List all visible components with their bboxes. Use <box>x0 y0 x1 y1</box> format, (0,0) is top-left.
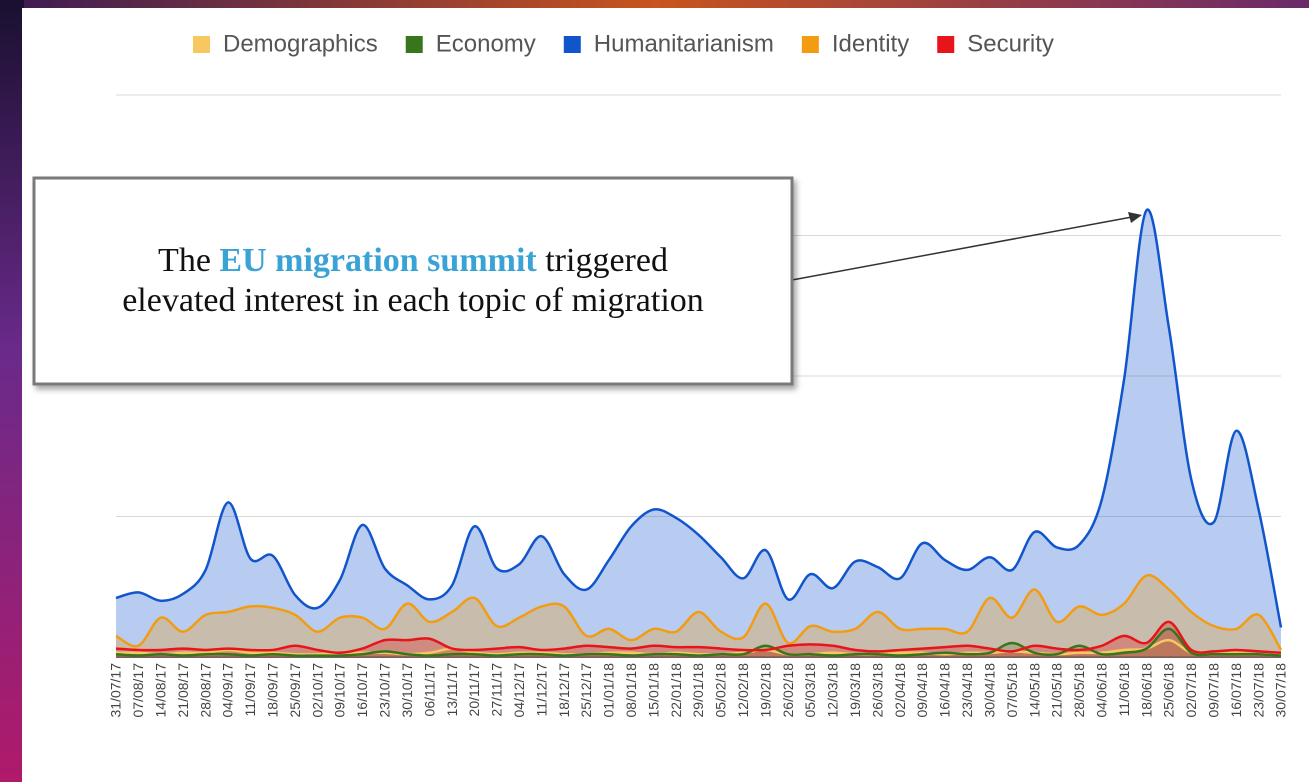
legend-swatch <box>801 36 819 53</box>
x-tick-label: 13/11/17 <box>444 663 460 717</box>
annotation-text: triggered <box>545 242 668 279</box>
legend-label: Demographics <box>223 30 378 57</box>
x-tick-label: 26/02/18 <box>780 663 796 718</box>
x-tick-label: 09/04/18 <box>914 663 930 718</box>
x-tick-label: 20/11/17 <box>466 663 482 717</box>
line <box>115 573 1283 651</box>
legend-swatch <box>937 36 955 53</box>
legend-label: Security <box>967 30 1054 57</box>
x-tick-label: 14/08/17 <box>153 663 169 718</box>
x-tick-label: 11/12/17 <box>533 663 549 717</box>
x-tick-label: 28/05/18 <box>1071 663 1087 718</box>
x-tick-label: 23/10/17 <box>377 663 393 718</box>
x-tick-label: 28/08/17 <box>197 663 213 718</box>
x-tick-label: 09/07/18 <box>1205 663 1221 718</box>
area-fill <box>116 209 1281 657</box>
x-tick-label: 11/06/18 <box>1116 663 1132 717</box>
legend-label: Economy <box>436 30 536 57</box>
x-tick-label: 04/12/17 <box>511 663 527 718</box>
x-tick-label: 02/04/18 <box>892 663 908 718</box>
annotation-line2: elevated interest in each topic of migra… <box>122 282 704 319</box>
x-tick-label: 22/01/18 <box>668 663 684 718</box>
x-tick-label: 25/09/17 <box>287 663 303 718</box>
x-tick-label: 19/02/18 <box>757 663 773 718</box>
area-fill <box>116 621 1281 657</box>
x-tick-label: 04/06/18 <box>1093 663 1109 718</box>
x-tick-label: 25/06/18 <box>1161 663 1177 718</box>
legend-swatch <box>405 36 423 53</box>
line <box>115 620 1282 655</box>
x-tick-label: 21/08/17 <box>175 663 191 718</box>
legend-label: Humanitarianism <box>594 30 774 57</box>
x-tick-label: 16/07/18 <box>1228 663 1244 718</box>
annotation-arrow <box>791 216 1133 281</box>
x-tick-label: 18/12/17 <box>556 663 572 718</box>
x-tick-label: 31/07/17 <box>108 663 124 718</box>
x-tick-label: 05/03/18 <box>802 663 818 718</box>
legend-swatch <box>563 36 581 53</box>
x-tick-label: 12/03/18 <box>825 663 841 718</box>
x-tick-label: 04/09/17 <box>220 663 236 718</box>
x-tick-label: 07/08/17 <box>130 663 146 718</box>
annotation-box <box>32 176 794 386</box>
x-tick-label: 16/04/18 <box>937 663 953 718</box>
legend-swatch <box>193 36 210 53</box>
x-tick-label: 07/05/18 <box>1004 663 1020 718</box>
annotation-line1: The EU migration summit triggered <box>158 242 668 279</box>
arrow-head <box>1128 212 1142 223</box>
x-tick-label: 02/10/17 <box>309 663 325 718</box>
x-tick-label: 23/04/18 <box>959 663 975 718</box>
line <box>115 638 1282 656</box>
x-tick-label: 27/11/17 <box>489 663 505 717</box>
left-strip <box>0 0 24 782</box>
x-tick-label: 30/07/18 <box>1273 663 1289 718</box>
x-tick-label: 21/05/18 <box>1049 663 1065 718</box>
legend-label: Identity <box>832 30 909 57</box>
x-tick-label: 01/01/18 <box>601 663 617 718</box>
x-tick-label: 02/07/18 <box>1183 663 1199 718</box>
x-tick-label: 29/01/18 <box>690 663 706 718</box>
x-tick-label: 25/12/17 <box>578 663 594 718</box>
line <box>115 627 1282 657</box>
x-tick-label: 23/07/18 <box>1250 663 1266 718</box>
x-tick-label: 30/04/18 <box>981 663 997 718</box>
x-tick-label: 11/09/17 <box>242 663 258 717</box>
x-tick-label: 14/05/18 <box>1026 663 1042 718</box>
x-tick-label: 30/10/17 <box>399 663 415 718</box>
annotation-highlight: EU migration summit <box>219 242 537 279</box>
line <box>115 208 1283 628</box>
x-tick-label: 19/03/18 <box>847 663 863 718</box>
x-tick-label: 15/01/18 <box>645 663 661 718</box>
x-tick-label: 09/10/17 <box>332 663 348 718</box>
x-tick-label: 26/03/18 <box>869 663 885 718</box>
area-fill <box>116 575 1281 657</box>
x-tick-label: 12/02/18 <box>735 663 751 718</box>
x-tick-label: 18/09/17 <box>265 663 281 718</box>
x-tick-label: 16/10/17 <box>354 663 370 718</box>
annotation-text: The <box>158 242 211 279</box>
x-tick-label: 06/11/17 <box>421 663 437 717</box>
x-tick-label: 08/01/18 <box>623 663 639 718</box>
x-tick-label: 18/06/18 <box>1138 663 1154 718</box>
x-tick-label: 05/02/18 <box>713 663 729 718</box>
